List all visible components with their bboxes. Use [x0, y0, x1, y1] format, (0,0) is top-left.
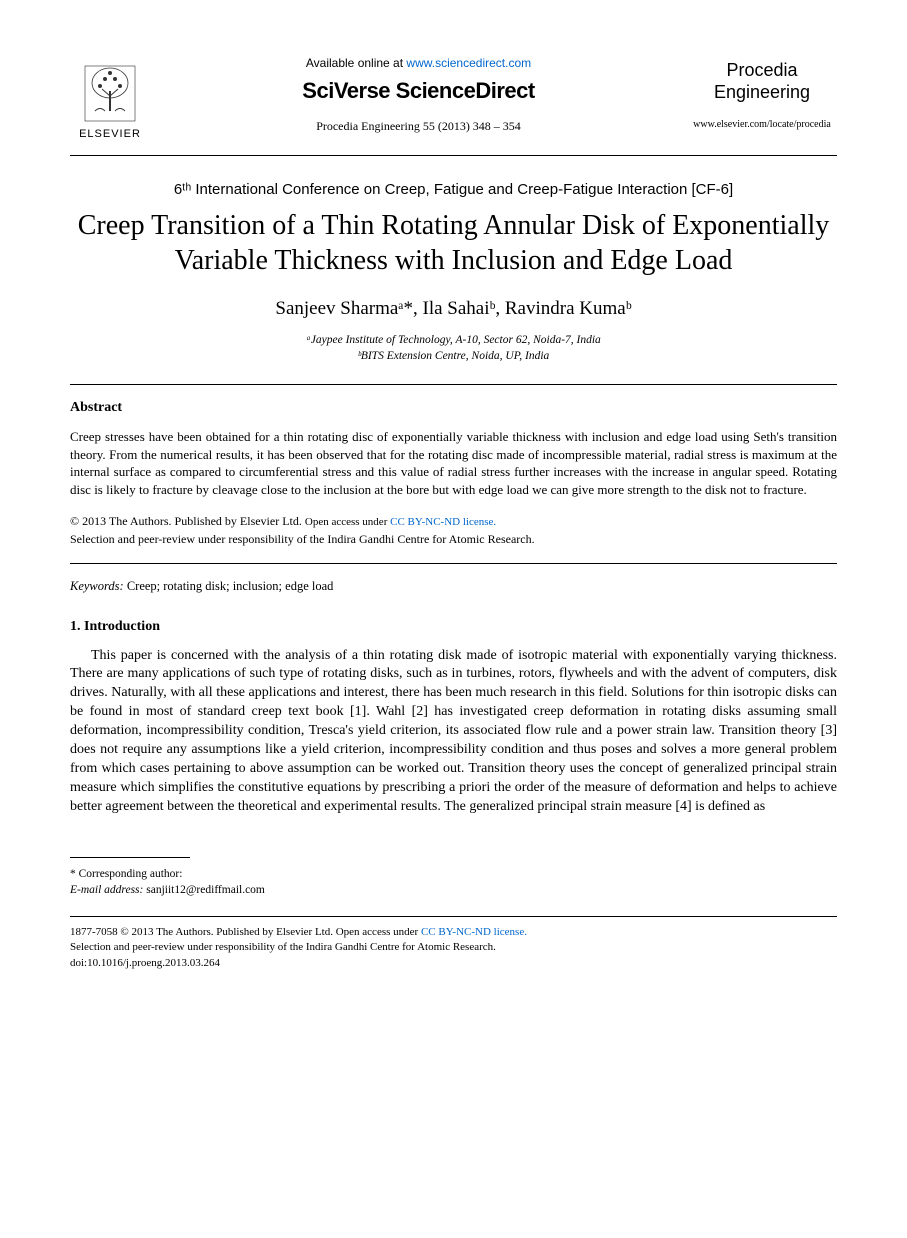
keywords-text: Creep; rotating disk; inclusion; edge lo…	[124, 579, 334, 593]
elsevier-logo: ELSEVIER	[70, 50, 150, 140]
email-label: E-mail address:	[70, 884, 143, 896]
affiliation-a: ᵃJaypee Institute of Technology, A-10, S…	[70, 332, 837, 348]
sciencedirect-link[interactable]: www.sciencedirect.com	[406, 56, 531, 70]
bottom-block: 1877-7058 © 2013 The Authors. Published …	[70, 925, 837, 971]
footnote-separator	[70, 857, 190, 858]
divider-top	[70, 155, 837, 156]
divider-after-copyright	[70, 563, 837, 564]
paper-title: Creep Transition of a Thin Rotating Annu…	[70, 208, 837, 278]
license-link[interactable]: CC BY-NC-ND license.	[390, 516, 496, 528]
email-address: sanjiit12@rediffmail.com	[143, 884, 265, 896]
conference-line: 6ᵗʰ International Conference on Creep, F…	[70, 181, 837, 198]
doi: doi:10.1016/j.proeng.2013.03.264	[70, 957, 220, 969]
open-access-text: Open access under	[305, 516, 390, 528]
procedia-box: Procedia Engineering www.elsevier.com/lo…	[687, 60, 837, 129]
copyright-line2: Selection and peer-review under responsi…	[70, 532, 535, 546]
elsevier-label: ELSEVIER	[79, 128, 141, 140]
footnote-block: * Corresponding author: E-mail address: …	[70, 866, 837, 898]
elsevier-tree-icon	[80, 61, 140, 126]
authors: Sanjeev Sharmaᵃ*, Ila Sahaiᵇ, Ravindra K…	[70, 298, 837, 320]
corresponding-author: * Corresponding author:	[70, 866, 837, 882]
section1-heading: 1. Introduction	[70, 619, 837, 635]
affiliations: ᵃJaypee Institute of Technology, A-10, S…	[70, 332, 837, 364]
procedia-line2: Engineering	[714, 82, 810, 102]
divider-after-affil	[70, 384, 837, 385]
abstract-heading: Abstract	[70, 400, 837, 416]
available-text: Available online at	[306, 56, 407, 70]
procedia-url: www.elsevier.com/locate/procedia	[687, 119, 837, 130]
issn-line: 1877-7058 © 2013 The Authors. Published …	[70, 926, 336, 938]
platform-name: SciVerse ScienceDirect	[150, 78, 687, 104]
bottom-open-access: Open access under	[336, 926, 421, 938]
copyright-block: © 2013 The Authors. Published by Elsevie…	[70, 513, 837, 547]
bottom-license-link[interactable]: CC BY-NC-ND license.	[421, 926, 527, 938]
keywords-label: Keywords:	[70, 579, 124, 593]
procedia-line1: Procedia	[726, 60, 797, 80]
available-online: Available online at www.sciencedirect.co…	[150, 56, 687, 70]
copyright-line1-prefix: © 2013 The Authors. Published by Elsevie…	[70, 514, 305, 528]
section1-body: This paper is concerned with the analysi…	[70, 647, 837, 817]
affiliation-b: ᵇBITS Extension Centre, Noida, UP, India	[70, 348, 837, 364]
abstract-text: Creep stresses have been obtained for a …	[70, 428, 837, 498]
divider-bottom	[70, 916, 837, 917]
keywords-block: Keywords: Creep; rotating disk; inclusio…	[70, 579, 837, 594]
journal-reference: Procedia Engineering 55 (2013) 348 – 354	[150, 119, 687, 134]
center-header: Available online at www.sciencedirect.co…	[150, 56, 687, 134]
bottom-line2: Selection and peer-review under responsi…	[70, 941, 496, 953]
procedia-title: Procedia Engineering	[687, 60, 837, 103]
header-row: ELSEVIER Available online at www.science…	[70, 50, 837, 140]
